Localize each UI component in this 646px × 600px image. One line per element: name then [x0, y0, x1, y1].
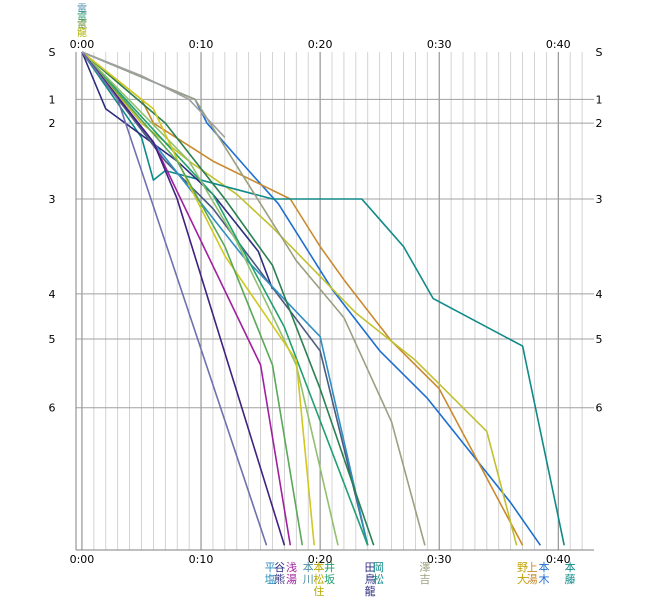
x-tick-label-top: 0:30 — [427, 38, 452, 51]
top-legend-label: 電 — [77, 19, 87, 31]
runner-label: 本 — [303, 560, 314, 574]
series-line-16 — [81, 51, 268, 546]
runner-label: 野 — [517, 561, 528, 574]
runner-label: 澤 — [419, 561, 430, 574]
station-label-right: 4 — [596, 288, 603, 301]
series-line-11 — [81, 51, 339, 546]
x-tick-label-bottom: 0:30 — [427, 553, 452, 566]
runner-label: 吉 — [419, 573, 430, 586]
series-line-4 — [81, 51, 565, 546]
runner-label: 龍 — [365, 584, 376, 598]
runner-label: 平 — [265, 561, 276, 574]
series-line-15 — [81, 51, 286, 546]
runner-label: 田 — [365, 561, 376, 574]
station-label-left: 1 — [49, 93, 56, 106]
station-label-right: 3 — [596, 193, 603, 206]
x-tick-label-top: 0:00 — [70, 38, 95, 51]
station-label-right: 5 — [596, 333, 603, 346]
runner-label: 塩 — [265, 572, 276, 586]
runner-label: 藤 — [565, 573, 576, 586]
series-line-10 — [81, 51, 375, 546]
runner-label: 木 — [538, 573, 549, 586]
runner-label: 大 — [517, 572, 528, 586]
station-label-right: 6 — [596, 402, 603, 415]
runner-label: 鳥 — [365, 572, 376, 586]
station-label-right: 1 — [596, 93, 603, 106]
runner-label: 熊 — [274, 572, 285, 586]
station-label-right: S — [596, 46, 603, 59]
x-tick-label-top: 0:10 — [189, 38, 214, 51]
top-legend-label: 電 — [77, 3, 87, 15]
station-label-left: 5 — [49, 333, 56, 346]
x-tick-label-bottom: 0:10 — [189, 553, 214, 566]
station-label-left: 2 — [49, 117, 56, 130]
runner-label: 上 — [527, 561, 538, 574]
series-line-3 — [81, 51, 518, 546]
x-tick-label-bottom: 0:40 — [546, 553, 571, 566]
x-tick-label-top: 0:20 — [308, 38, 333, 51]
x-tick-label-top: 0:40 — [546, 38, 571, 51]
runner-label: 浅 — [286, 561, 297, 574]
runner-label: 岡 — [373, 561, 384, 574]
runner-label: 井 — [324, 560, 335, 574]
station-label-left: S — [49, 46, 56, 59]
runner-label: 住 — [313, 584, 324, 598]
runner-label: 本 — [313, 560, 324, 574]
runner-label: 谷 — [274, 561, 285, 574]
series-group — [81, 51, 565, 546]
series-line-2 — [81, 51, 524, 546]
runner-label: 本 — [538, 560, 549, 574]
runner-label: 松 — [313, 572, 324, 586]
series-line-17 — [81, 51, 226, 138]
runner-label: 湯 — [527, 573, 538, 586]
station-label-right: 2 — [596, 117, 603, 130]
x-tick-label-bottom: 0:20 — [308, 553, 333, 566]
runner-label: 川 — [303, 573, 314, 586]
series-line-9 — [81, 51, 369, 546]
series-line-12 — [81, 51, 315, 546]
series-line-7 — [81, 51, 369, 546]
station-label-left: 3 — [49, 193, 56, 206]
series-line-8 — [81, 51, 369, 546]
top-legend-label: 電 — [77, 11, 87, 23]
series-line-6 — [81, 51, 274, 290]
x-tick-label-bottom: 0:00 — [70, 553, 95, 566]
runner-label: 本 — [565, 560, 576, 574]
runner-label: 坂 — [324, 573, 335, 586]
grid — [75, 52, 594, 551]
top-legend-label: 龍 — [77, 26, 87, 39]
runner-label: 湯 — [286, 573, 297, 586]
plot-area — [76, 52, 594, 550]
runner-label: 松 — [373, 572, 384, 586]
series-line-13 — [81, 51, 304, 546]
station-label-left: 6 — [49, 402, 56, 415]
ticks: 0:00 0:00 0:10 0:10 0:20 0:20 0:30 0:30 0:40 0:40… — [49, 38, 603, 566]
station-label-left: 4 — [49, 288, 56, 301]
